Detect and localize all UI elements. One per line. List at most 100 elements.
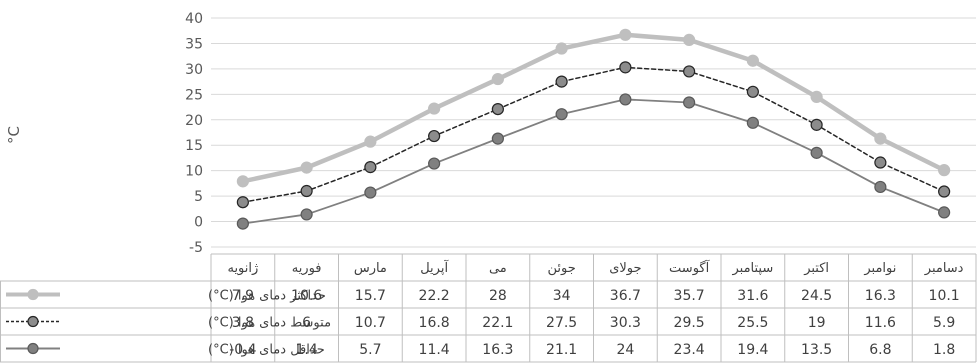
table-cell-value: 1.4 — [295, 342, 317, 358]
data-point — [491, 72, 504, 86]
data-point — [683, 96, 696, 109]
table-cell-value: -0.4 — [229, 342, 256, 358]
series-lines — [236, 28, 951, 230]
data-point — [619, 28, 632, 41]
data-point — [300, 161, 313, 174]
table-cell-value: 10.7 — [355, 315, 386, 331]
data-point — [555, 42, 568, 55]
data-point — [874, 156, 887, 169]
data-point — [236, 217, 249, 230]
y-tick-label: 20 — [185, 113, 203, 129]
series-1 — [236, 28, 951, 188]
table-cell-value: 19.4 — [737, 342, 768, 358]
y-tick-label: -5 — [189, 240, 203, 256]
table-cell-value: 7.9 — [232, 288, 254, 304]
table-cell-value: 16.3 — [865, 288, 896, 304]
table-cell-value: 5.7 — [359, 342, 381, 358]
table-cell-value: 31.6 — [737, 288, 768, 304]
table-cell-value: 22.2 — [419, 288, 450, 304]
data-point — [810, 146, 823, 159]
y-tick-label: 30 — [185, 62, 203, 78]
y-tick-label: 35 — [185, 36, 203, 52]
data-point — [874, 132, 887, 145]
data-point — [300, 184, 313, 198]
y-tick-label: 0 — [194, 215, 203, 231]
data-point — [746, 116, 759, 129]
table-cell-value: 5.9 — [933, 315, 955, 331]
data-point — [874, 180, 887, 194]
table-cell-value: 28 — [489, 288, 507, 304]
data-point — [555, 75, 568, 88]
data-point — [300, 208, 313, 221]
category-label: ژانویه — [227, 261, 258, 276]
table-cell-value: 22.1 — [482, 315, 513, 331]
data-point — [938, 206, 951, 219]
legend-label: متوسط دمای هوا (C°) — [208, 316, 331, 331]
data-point — [810, 118, 823, 131]
data-point — [810, 90, 823, 103]
category-label: جوئن — [547, 261, 575, 276]
data-point — [491, 132, 504, 145]
table-cell-value: 13.5 — [801, 342, 832, 358]
data-point — [236, 196, 249, 209]
legend-label: حداقل دمای هوا (C°) — [208, 343, 325, 358]
grid — [211, 17, 976, 248]
table-cell-value: 11.6 — [865, 315, 896, 331]
y-tick-label: 40 — [185, 11, 203, 27]
data-point — [428, 102, 441, 115]
table-cell-value: 24.5 — [801, 288, 832, 304]
legend-item: حداقل دمای هوا (C°) — [6, 343, 325, 358]
legend-swatch-marker — [27, 288, 39, 301]
legend: حداکثر دمای هوا (C°) متوسط دمای هوا (C°) ح… — [6, 289, 331, 358]
data-point — [746, 85, 759, 98]
y-tick-label: 5 — [194, 189, 203, 205]
table-cell-value: 11.4 — [419, 342, 450, 358]
table-cell-value: 30.3 — [610, 315, 641, 331]
y-axis: -5 0 5 10 15 20 25 30 35 40 — [185, 11, 203, 256]
data-point — [938, 185, 951, 198]
table-cell-value: 21.1 — [546, 342, 577, 358]
series-line — [240, 32, 947, 184]
data-point — [364, 186, 377, 199]
data-point — [364, 161, 377, 174]
category-label: فوریه — [292, 261, 322, 276]
table-cell-value: 19 — [808, 315, 826, 331]
series-line — [242, 66, 945, 203]
category-label: نوامبر — [863, 261, 896, 276]
table-cell-value: 29.5 — [674, 315, 705, 331]
table-cell-value: 34 — [553, 288, 571, 304]
table-cell-value: 10.6 — [291, 288, 322, 304]
category-label: آگوست — [669, 259, 711, 276]
table-cell-value: 1.8 — [933, 342, 955, 358]
table-cell-value: 15.7 — [355, 288, 386, 304]
data-point — [428, 157, 441, 170]
data-point — [683, 65, 696, 78]
table-cell-value: 3.8 — [232, 315, 254, 331]
table-cell-value: 24 — [616, 342, 634, 358]
data-point — [428, 129, 441, 143]
table-cell-value: 35.7 — [674, 288, 705, 304]
y-tick-label: 15 — [185, 138, 203, 154]
category-label: سپتامبر — [731, 261, 773, 276]
table-cell-value: 6.8 — [869, 342, 891, 358]
table-cell-value: 16.8 — [419, 315, 450, 331]
series-line — [241, 98, 946, 225]
legend-swatch-marker — [27, 315, 39, 328]
y-axis-label: °C — [5, 126, 23, 144]
data-point — [236, 175, 249, 188]
table-cell-value: 27.5 — [546, 315, 577, 331]
data-table: ژانویه فوریه مارس آپریل می جوئن جولای آگوست سپتا… — [0, 253, 977, 363]
data-point — [683, 33, 696, 46]
data-point — [619, 93, 632, 106]
table-cell-value: 25.5 — [737, 315, 768, 331]
series-3 — [236, 93, 951, 230]
data-point — [746, 54, 759, 67]
data-point — [555, 108, 568, 121]
table-cell-value: 6 — [302, 315, 311, 331]
data-point — [491, 102, 504, 116]
data-point — [364, 135, 377, 148]
table-cell-value: 10.1 — [929, 288, 960, 304]
legend-swatch-marker — [27, 342, 39, 355]
series-2 — [236, 61, 951, 209]
